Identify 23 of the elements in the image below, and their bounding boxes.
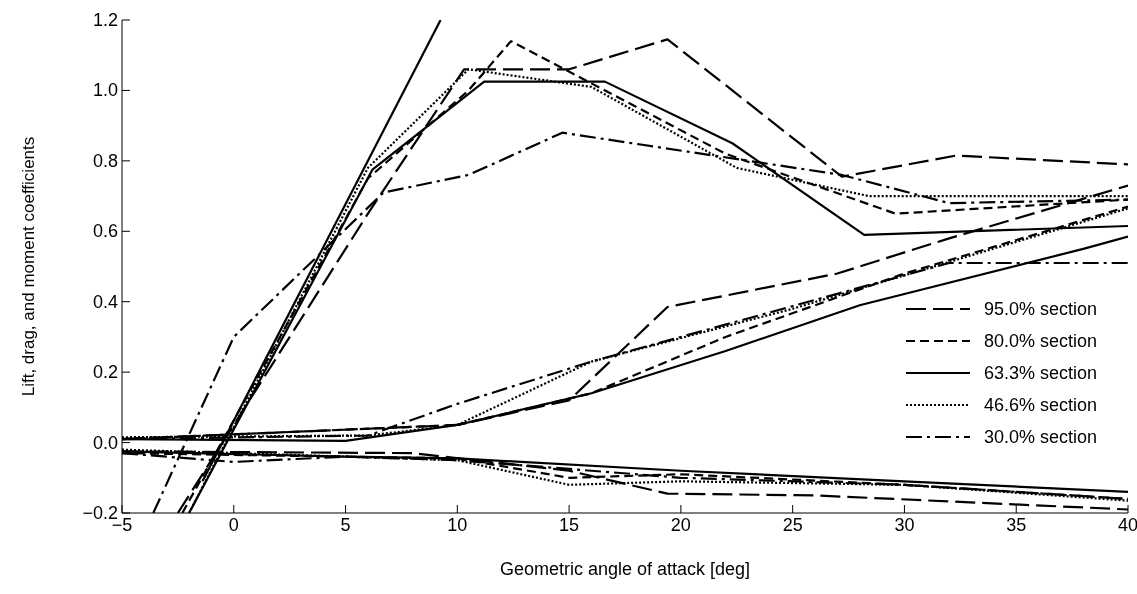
legend-label: 30.0% section	[983, 426, 1097, 449]
legend-label: 63.3% section	[983, 362, 1097, 385]
y-axis-title: Lift, drag, and moment coefficients	[19, 136, 39, 397]
x-tick-label: 35	[1006, 515, 1027, 535]
x-tick-label: 40	[1117, 515, 1137, 535]
x-tick-label: 5	[340, 515, 351, 535]
x-tick-label: 30	[894, 515, 915, 535]
x-axis-title: Geometric angle of attack [deg]	[499, 559, 751, 579]
x-tick-label: 25	[782, 515, 803, 535]
y-tick-label: 0.2	[92, 362, 118, 383]
y-tick-label: 0.0	[92, 432, 118, 453]
x-tick-label: 20	[670, 515, 691, 535]
y-tick-label: 0.8	[92, 150, 118, 171]
legend-label: 46.6% section	[983, 394, 1097, 417]
x-tick-label: 0	[228, 515, 239, 535]
y-tick-label: 0.4	[92, 291, 118, 312]
x-tick-label: 10	[447, 515, 468, 535]
y-tick-label: 1.0	[92, 80, 118, 101]
x-tick-label: 15	[559, 515, 580, 535]
y-tick-label: 0.6	[92, 221, 118, 242]
legend-label: 95.0% section	[983, 298, 1097, 321]
legend-label: 80.0% section	[983, 330, 1097, 353]
y-tick-label: 1.2	[92, 10, 118, 30]
